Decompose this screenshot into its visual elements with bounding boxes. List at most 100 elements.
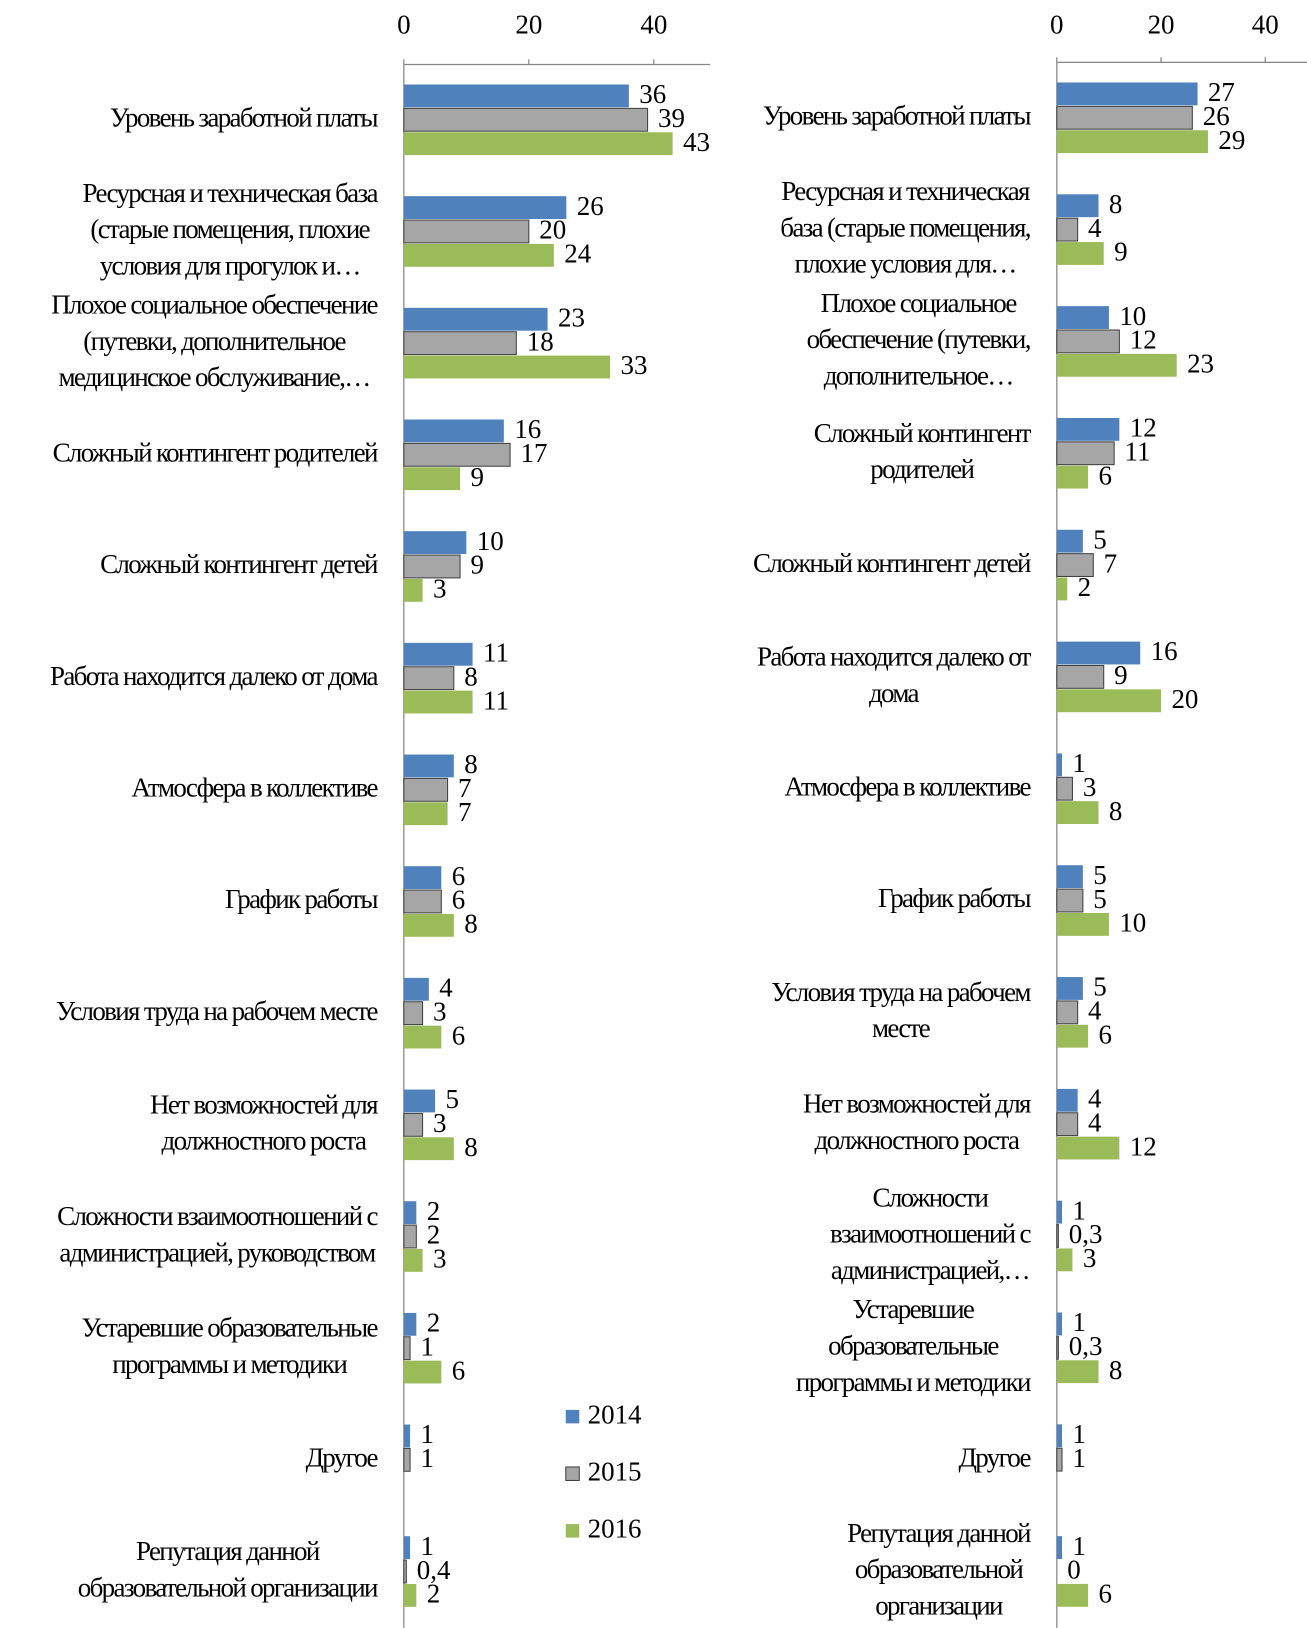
legend-label: 2015 (588, 1456, 642, 1486)
data-label: 33 (620, 350, 647, 380)
bar (403, 307, 548, 331)
category-label: Плохое социальное обеспечение (51, 290, 378, 320)
data-label: 10 (1119, 908, 1146, 938)
data-label: 1 (1072, 1307, 1086, 1337)
bar (1056, 577, 1068, 601)
category-label: образовательной организации (78, 1572, 378, 1602)
data-label: 8 (1109, 1355, 1123, 1385)
data-label: 2 (427, 1308, 441, 1338)
category-label: обеспечение (путевки, (807, 324, 1031, 354)
category-label: Репутация данной (847, 1518, 1031, 1548)
bar (1056, 1024, 1089, 1048)
data-label: 3 (433, 996, 447, 1026)
bar (403, 355, 611, 379)
category-label: медицинское обслуживание,… (58, 362, 369, 392)
data-label: 29 (1218, 125, 1245, 155)
data-label: 5 (1093, 884, 1106, 914)
category-label: образовательные (828, 1331, 999, 1361)
bar (1056, 553, 1094, 578)
legend-swatch (565, 1466, 580, 1481)
data-label: 3 (1083, 1243, 1096, 1273)
category-label: Другое (306, 1443, 379, 1473)
bar (1056, 1447, 1063, 1472)
data-label: 9 (1114, 237, 1128, 267)
bar (1056, 801, 1099, 825)
bar (403, 866, 442, 890)
data-label: 6 (1098, 1019, 1111, 1049)
bar (1056, 977, 1083, 1000)
legend-swatch (565, 1524, 580, 1538)
bar (1056, 105, 1193, 130)
category-label: Нет возможностей для (803, 1089, 1031, 1119)
data-label: 3 (433, 1108, 447, 1138)
data-label: 4 (1088, 1107, 1102, 1137)
bar (1056, 1224, 1059, 1248)
x-tick-label: 40 (1252, 9, 1279, 39)
data-label: 5 (445, 1084, 459, 1114)
data-label: 1 (1072, 1419, 1086, 1449)
x-tick-label: 20 (515, 9, 542, 39)
bar (403, 1137, 454, 1161)
data-label: 4 (1088, 996, 1102, 1026)
data-label: 2 (427, 1220, 441, 1250)
data-label: 5 (1093, 860, 1106, 890)
bar (403, 107, 649, 132)
data-label: 6 (1098, 460, 1111, 490)
data-label: 7 (1104, 548, 1118, 578)
bar (403, 1112, 424, 1137)
data-label: 8 (1109, 796, 1123, 826)
data-label: 6 (452, 861, 466, 891)
data-label: 1 (420, 1531, 434, 1561)
category-label: Плохое социальное (821, 288, 1018, 318)
data-label: 2 (427, 1579, 441, 1609)
bar (1056, 641, 1141, 665)
bar (403, 1025, 442, 1049)
category-label: Работа находится далеко от (757, 641, 1032, 671)
data-label: 5 (1093, 524, 1106, 554)
bar (403, 666, 455, 691)
category-label: Нет возможностей для (150, 1089, 378, 1119)
data-label: 2 (1078, 572, 1092, 602)
category-label: Сложный контингент детей (753, 548, 1031, 578)
data-label: 3 (433, 1244, 447, 1274)
category-label: Сложности взаимоотношений с (57, 1201, 378, 1231)
category-label: должностного роста (162, 1126, 367, 1156)
data-label: 17 (520, 438, 547, 468)
data-labels: 2726298491012231211657216920138551054644… (1067, 77, 1245, 1608)
category-label: дополнительное… (824, 360, 1013, 390)
data-label: 1 (420, 1443, 434, 1473)
bar (403, 1360, 442, 1384)
data-label: 4 (1088, 213, 1102, 243)
category-label: Атмосфера в коллективе (784, 771, 1031, 801)
data-label: 10 (1119, 301, 1146, 331)
bar (403, 913, 454, 937)
right-chart: 0 20 4027262984910122312116572169201385510… (753, 9, 1307, 1628)
category-label: Устаревшие образовательные (81, 1313, 378, 1343)
legend-swatch (565, 1409, 580, 1424)
bar (403, 1312, 417, 1336)
data-label: 5 (1093, 972, 1106, 1002)
data-label: 11 (483, 685, 509, 715)
bar (1056, 912, 1109, 936)
category-label: администрацией, руководством (59, 1237, 376, 1267)
data-label: 0,3 (1069, 1331, 1103, 1361)
data-label: 39 (658, 103, 685, 133)
data-label: 27 (1208, 77, 1235, 107)
bar (403, 1248, 423, 1272)
bar (1056, 689, 1162, 713)
bar (1056, 1136, 1120, 1160)
bar (1056, 1088, 1078, 1112)
category-label: образовательной (855, 1554, 1024, 1584)
category-label: программы и методики (112, 1349, 347, 1379)
data-label: 10 (477, 526, 504, 556)
bar (1056, 1536, 1063, 1560)
x-tick-label: 0 (397, 9, 411, 39)
bar (1056, 353, 1177, 377)
bar (403, 419, 504, 443)
bar (1056, 776, 1073, 801)
category-label: Сложный контингент родителей (53, 438, 378, 468)
bar (1056, 1424, 1063, 1448)
data-label: 12 (1130, 413, 1157, 443)
x-tick-label: 40 (640, 9, 667, 39)
data-label: 1 (1072, 1531, 1086, 1561)
